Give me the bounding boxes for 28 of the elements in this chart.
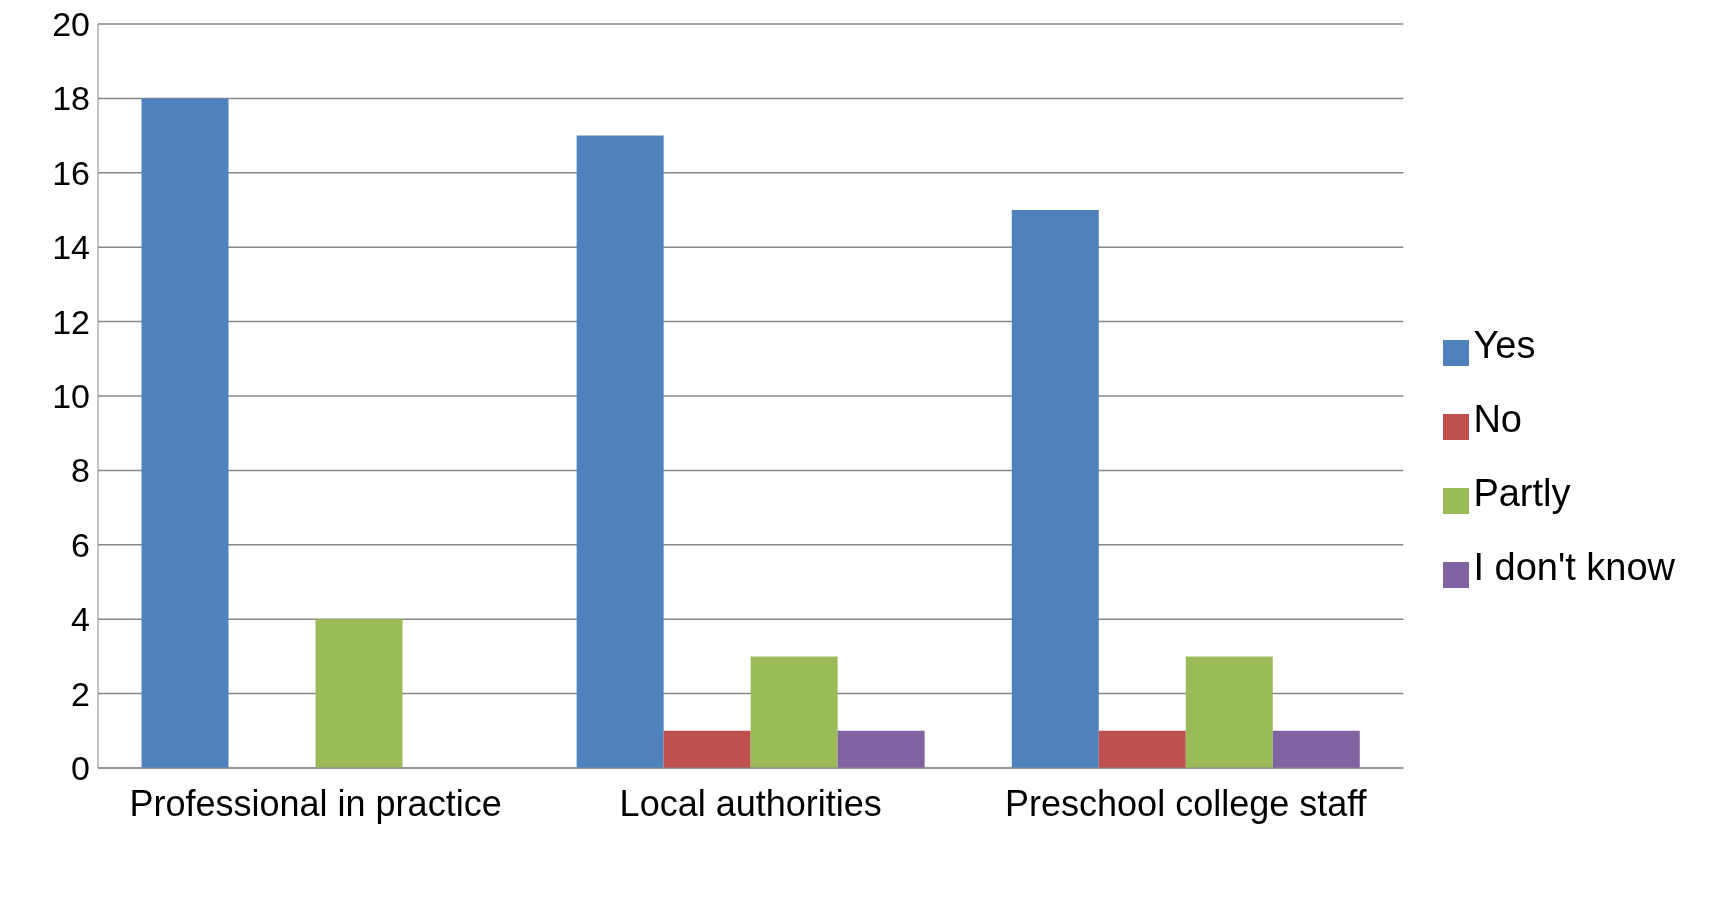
- legend-label: I don't know: [1473, 545, 1675, 588]
- x-tick-label: Local authorities: [619, 782, 882, 824]
- legend-label: Yes: [1473, 323, 1536, 366]
- y-tick-label: 16: [52, 153, 90, 192]
- bar: [576, 135, 664, 768]
- legend-label: Partly: [1473, 471, 1571, 514]
- y-tick-label: 20: [52, 5, 90, 44]
- bar: [837, 730, 925, 768]
- bar: [750, 656, 838, 768]
- bar: [1011, 210, 1099, 768]
- y-tick-label: 0: [71, 749, 90, 788]
- y-tick-label: 10: [52, 377, 90, 416]
- y-tick-label: 2: [71, 674, 90, 713]
- y-tick-label: 6: [71, 525, 90, 564]
- bar: [1098, 730, 1186, 768]
- y-tick-label: 8: [71, 451, 90, 490]
- bar: [1185, 656, 1273, 768]
- y-tick-label: 14: [52, 228, 90, 267]
- bar: [663, 730, 751, 768]
- legend-label: No: [1473, 397, 1522, 440]
- bar: [141, 98, 229, 768]
- y-tick-label: 18: [52, 79, 90, 118]
- bar: [315, 619, 403, 768]
- y-tick-label: 4: [71, 600, 90, 639]
- y-tick-label: 12: [52, 302, 90, 341]
- x-tick-label: Professional in practice: [129, 782, 502, 824]
- x-tick-label: Preschool college staff: [1005, 782, 1368, 824]
- bar: [1272, 730, 1360, 768]
